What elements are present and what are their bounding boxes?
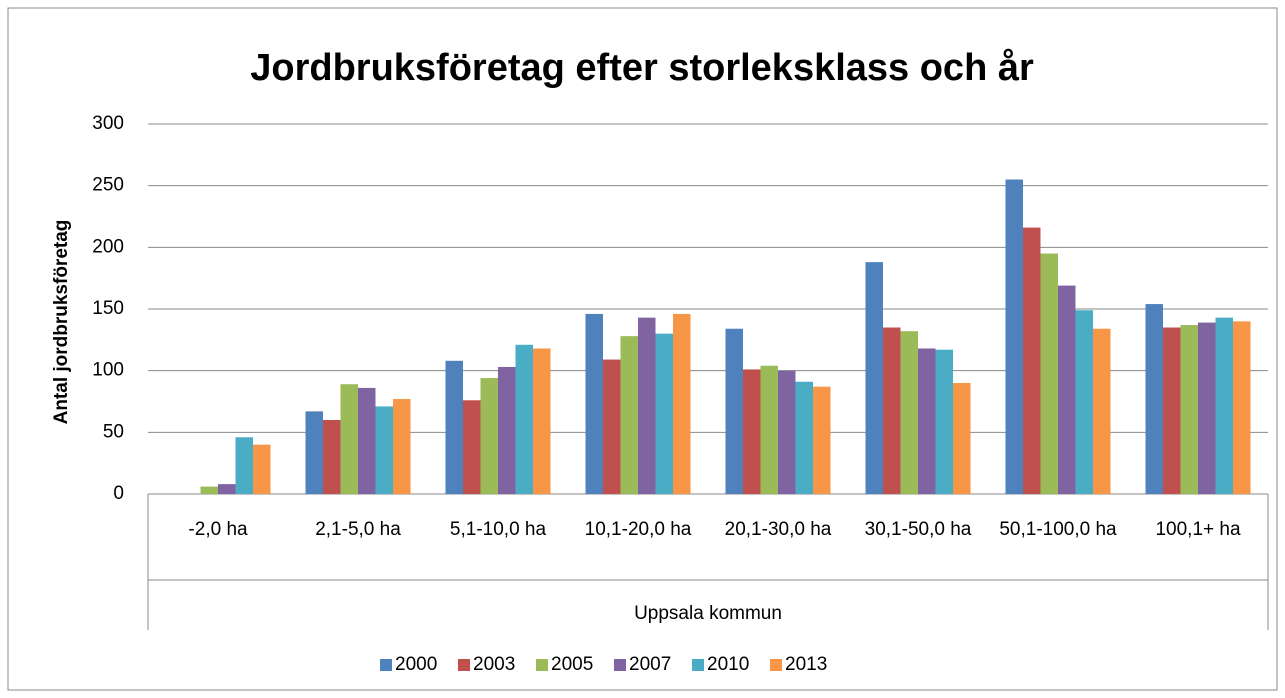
bar (743, 369, 761, 494)
bar (813, 386, 831, 494)
chart-title: Jordbruksföretag efter storleksklass och… (250, 47, 1034, 89)
y-axis-label: Antal jordbruksföretag (51, 220, 72, 425)
y-tick-label: 200 (92, 236, 124, 257)
bar (480, 378, 498, 494)
legend-label: 2000 (395, 654, 437, 675)
bar (585, 313, 603, 494)
bar (1180, 325, 1198, 494)
bar (1233, 321, 1251, 494)
bar (1058, 285, 1076, 494)
bar (393, 399, 411, 494)
bar (533, 348, 551, 494)
bar (218, 484, 236, 494)
bar (673, 313, 691, 494)
bar (603, 359, 621, 494)
x-tick-label: 100,1+ ha (1155, 519, 1241, 540)
bar (1093, 328, 1111, 494)
bar (795, 381, 813, 494)
x-tick-label: 20,1-30,0 ha (724, 519, 832, 540)
bar (498, 366, 516, 494)
bar (305, 411, 323, 494)
legend-label: 2013 (785, 654, 827, 675)
legend-label: 2005 (551, 654, 593, 675)
bar (638, 317, 656, 494)
y-tick-label: 0 (113, 483, 124, 504)
bar (953, 383, 971, 494)
y-tick-label: 250 (92, 175, 124, 196)
bar (235, 437, 253, 494)
bar (865, 262, 883, 494)
bar (1023, 227, 1041, 494)
bar (463, 400, 481, 494)
bar (323, 420, 341, 494)
y-tick-label: 150 (92, 298, 124, 319)
legend-swatch (614, 659, 626, 671)
legend-label: 2003 (473, 654, 515, 675)
bar (655, 333, 673, 494)
y-tick-label: 300 (92, 113, 124, 134)
bar (1163, 327, 1181, 494)
x-group-label: Uppsala kommun (634, 603, 782, 624)
y-tick-label: 50 (103, 421, 124, 442)
legend-swatch (692, 659, 704, 671)
x-tick-label: 2,1-5,0 ha (315, 519, 401, 540)
bar (340, 384, 358, 494)
x-tick-label: 30,1-50,0 ha (864, 519, 972, 540)
bar (725, 328, 743, 494)
legend-swatch (536, 659, 548, 671)
bar (1075, 310, 1093, 494)
bar (515, 344, 533, 494)
x-tick-label: 50,1-100,0 ha (999, 519, 1117, 540)
bar (620, 336, 638, 494)
bar (200, 486, 218, 494)
bar (253, 444, 271, 494)
x-tick-label: 10,1-20,0 ha (584, 519, 692, 540)
legend-swatch (380, 659, 392, 671)
bar (760, 365, 778, 494)
bar (883, 327, 901, 494)
y-tick-label: 100 (92, 360, 124, 381)
legend-swatch (770, 659, 782, 671)
bar (935, 349, 953, 494)
bar (900, 331, 918, 494)
bar (358, 387, 376, 494)
bar (918, 348, 936, 494)
bar (1145, 304, 1163, 494)
x-tick-label: 5,1-10,0 ha (449, 519, 547, 540)
bar (1215, 317, 1233, 494)
legend-label: 2010 (707, 654, 749, 675)
bar (1198, 322, 1216, 494)
bar (445, 360, 463, 494)
x-tick-label: -2,0 ha (188, 519, 248, 540)
legend-label: 2007 (629, 654, 671, 675)
bar (1005, 179, 1023, 494)
bar (778, 370, 796, 494)
bar (375, 406, 393, 494)
legend-swatch (458, 659, 470, 671)
bar (1040, 253, 1058, 494)
